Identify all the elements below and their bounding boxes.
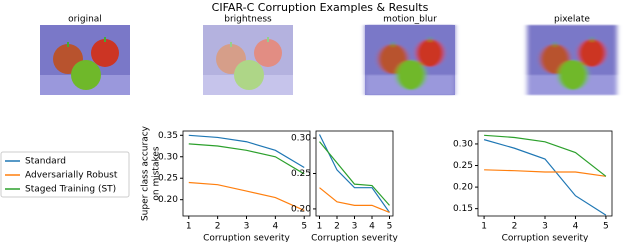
image-panels [40, 25, 617, 95]
plot-frame [315, 130, 394, 217]
plot-frame [182, 130, 311, 217]
x-tick-label: 1 [317, 222, 323, 232]
y-tick-label: 0.20 [291, 204, 311, 214]
x-axis-label: Corruption severity [203, 234, 290, 242]
y-tick-label: 0.25 [291, 169, 311, 179]
x-tick-label: 3 [244, 222, 250, 232]
x-tick-label: 2 [512, 222, 518, 232]
y-tick-label: 0.35 [158, 131, 178, 141]
x-axis-label: Corruption severity [311, 234, 398, 242]
series-line [188, 134, 305, 169]
image-label: brightness [224, 15, 272, 25]
legend-label: Adversarially Robust [25, 171, 118, 181]
series-line [319, 187, 390, 214]
series-line [484, 134, 607, 177]
y-tick-label: 0.20 [453, 183, 473, 193]
image-label: pixelate [554, 15, 590, 25]
series-line [188, 181, 305, 211]
x-tick-label: 1 [186, 222, 192, 232]
y-tick-label: 0.20 [158, 195, 178, 205]
legend-label: Staged Training (ST) [25, 185, 116, 195]
x-tick-label: 4 [272, 222, 278, 232]
y-tick-label: 0.30 [158, 152, 178, 162]
y-tick-label: 0.25 [158, 174, 178, 184]
y-axis-label: on mistakes [152, 146, 162, 201]
image [203, 25, 293, 95]
y-tick-label: 0.15 [453, 204, 473, 214]
series-line [188, 143, 305, 175]
x-tick-label: 4 [573, 222, 579, 232]
y-tick-label: 0.25 [453, 161, 473, 171]
x-tick-label: 3 [352, 222, 358, 232]
figure-title: CIFAR-C Corruption Examples & Results [212, 1, 429, 14]
image [527, 25, 617, 95]
x-tick-label: 3 [542, 222, 548, 232]
y-axis-label: Super class accuracy [141, 125, 151, 221]
image [365, 25, 455, 95]
legend-label: Standard [25, 157, 66, 167]
series-line [318, 134, 390, 213]
image [40, 25, 130, 95]
x-tick-label: 2 [215, 222, 221, 232]
x-tick-label: 5 [301, 222, 307, 232]
y-tick-label: 0.30 [453, 139, 473, 149]
series-line [483, 139, 607, 216]
series-line [484, 169, 606, 177]
x-tick-label: 2 [334, 222, 340, 232]
x-tick-label: 5 [387, 222, 393, 232]
series-line [319, 141, 390, 206]
y-tick-label: 0.30 [291, 134, 311, 144]
x-tick-label: 4 [369, 222, 375, 232]
x-tick-label: 1 [481, 222, 487, 232]
legend-box [0, 151, 130, 198]
plot-frame [477, 130, 613, 217]
x-tick-label: 5 [603, 222, 609, 232]
image-label: motion_blur [383, 15, 437, 25]
x-axis-label: Corruption severity [502, 234, 589, 242]
image-label: original [68, 15, 102, 25]
